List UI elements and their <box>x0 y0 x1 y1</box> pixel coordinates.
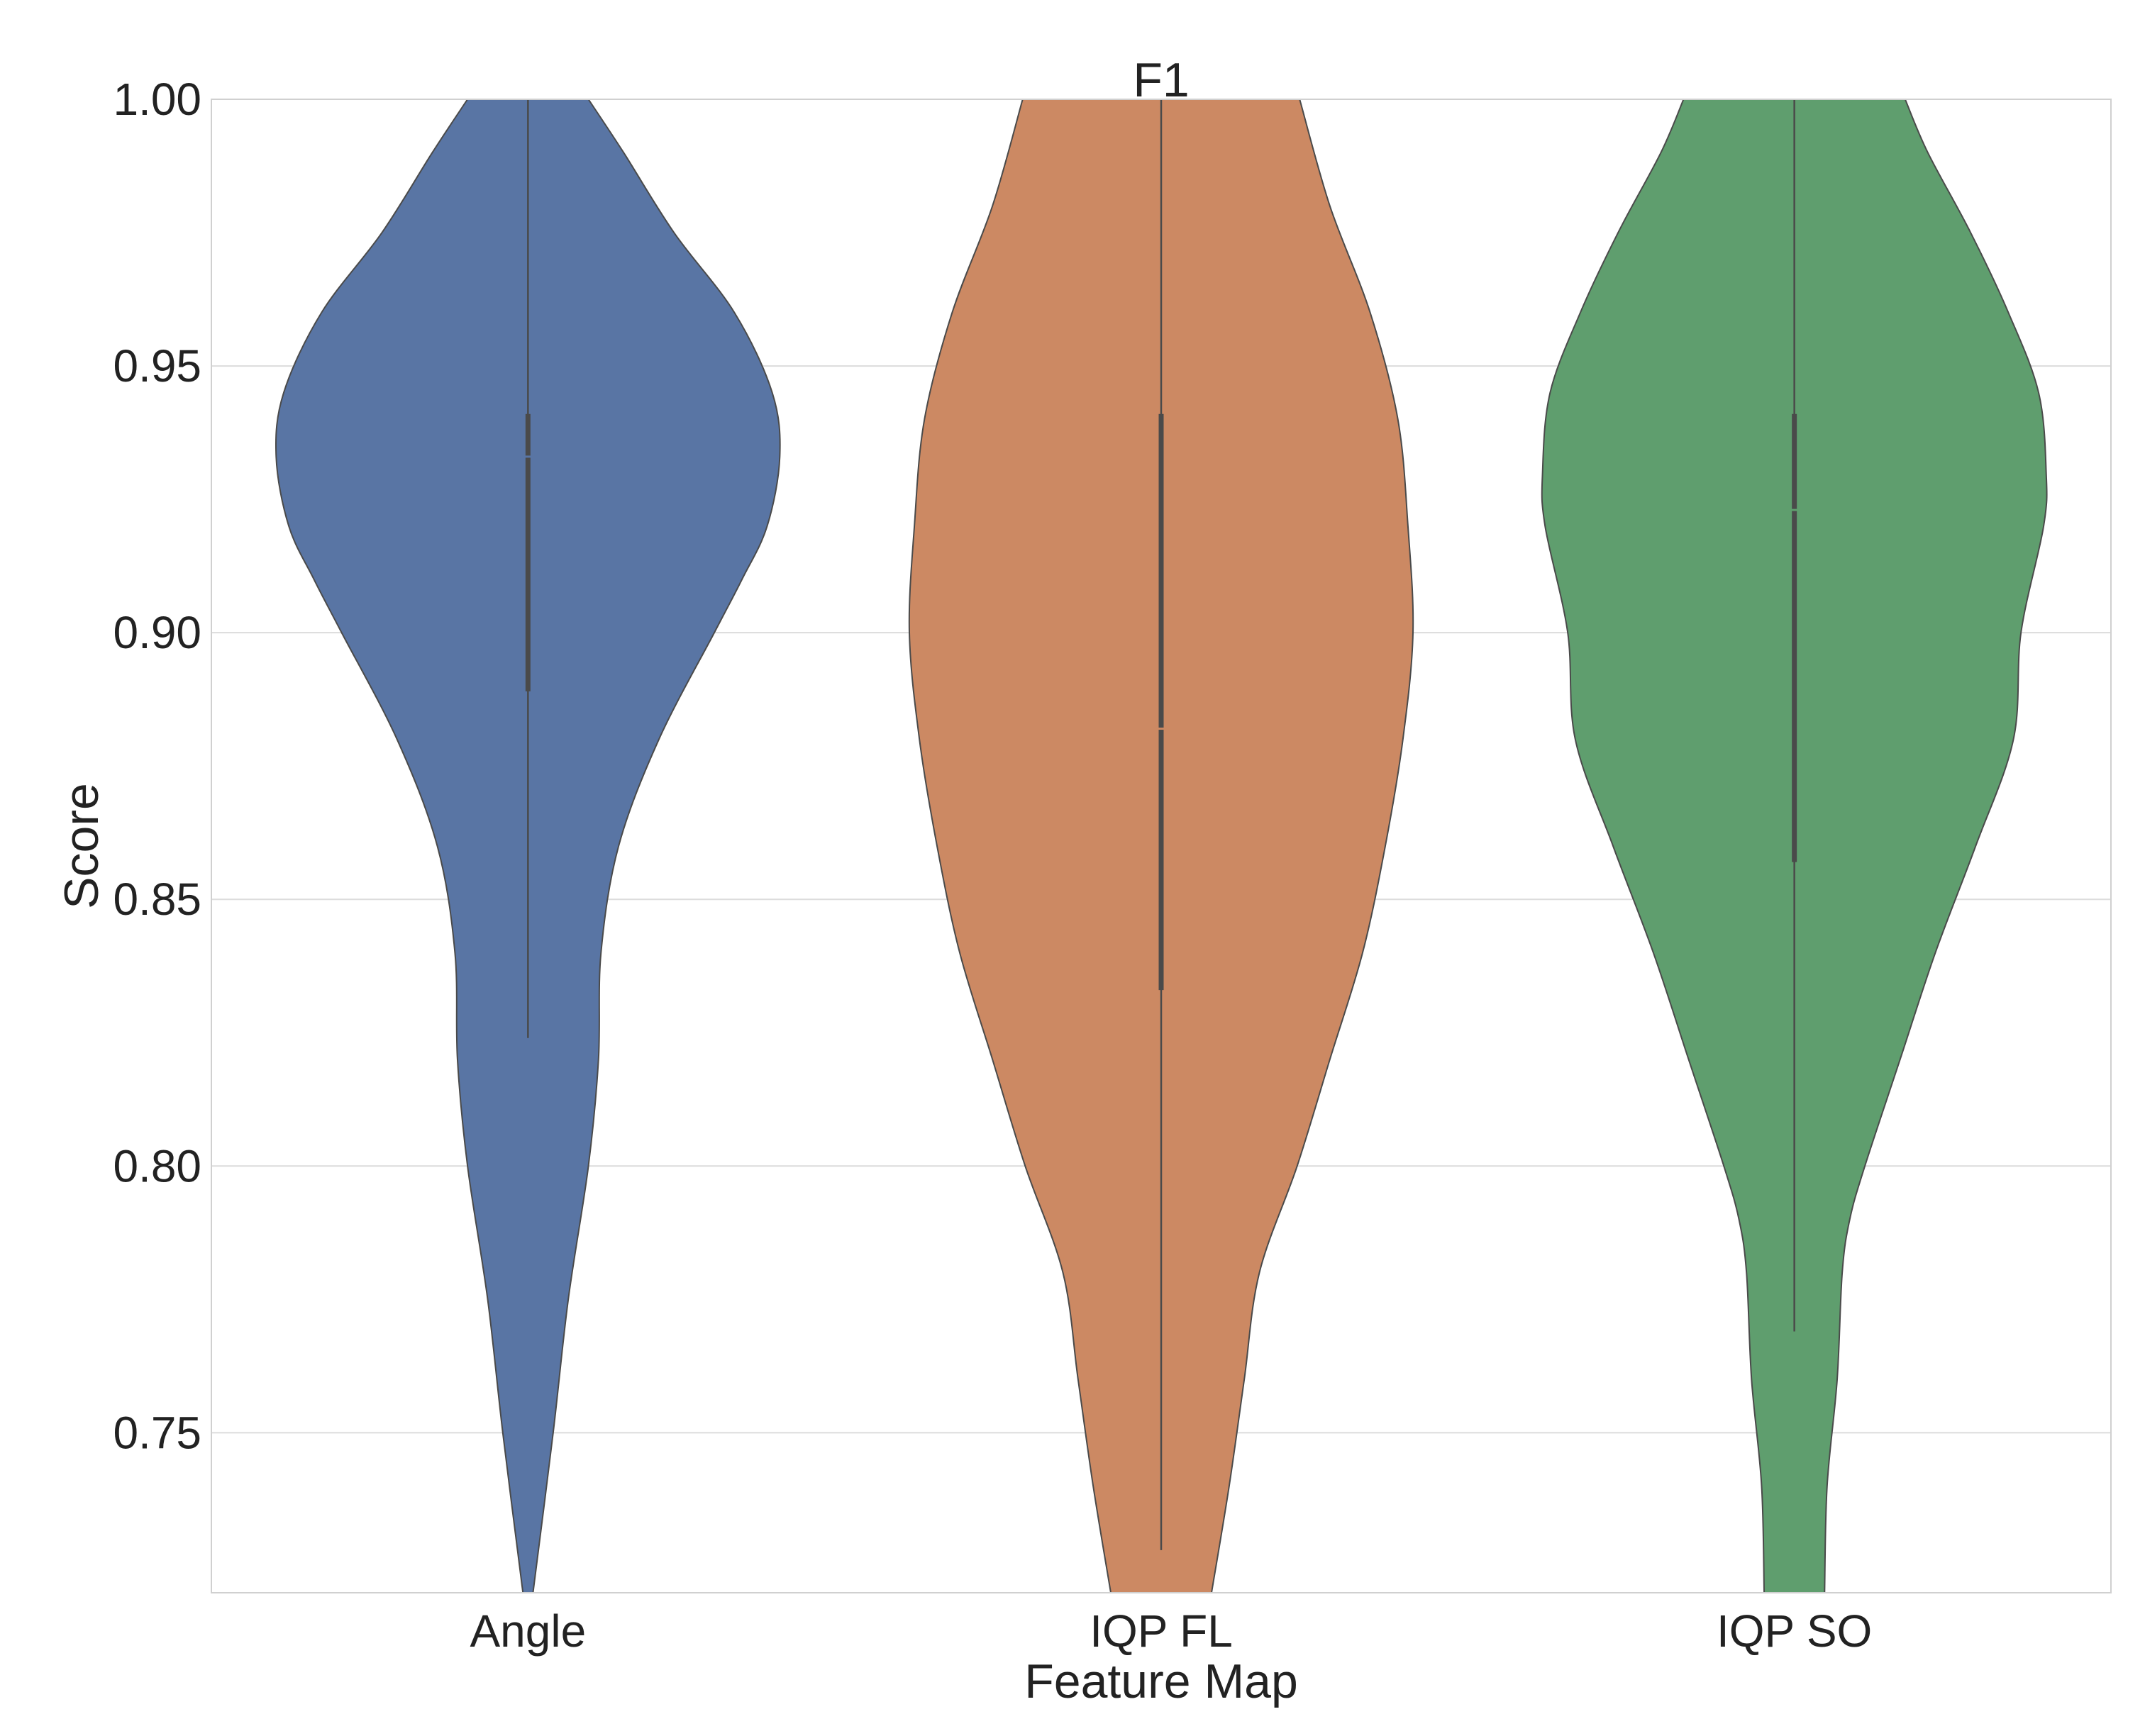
x-axis-title: Feature Map <box>1024 1654 1298 1708</box>
y-tick-label: 0.75 <box>113 1407 201 1458</box>
y-tick-label: 0.85 <box>113 874 201 925</box>
y-tick-label: 0.95 <box>113 340 201 391</box>
y-axis-title: Score <box>55 783 109 909</box>
y-tick-labels: 0.75 0.80 0.85 0.90 0.95 1.00 <box>113 74 201 1458</box>
violin-iqp-so <box>1541 99 2048 1593</box>
plot-frame <box>211 99 2112 1593</box>
x-tick-label: Angle <box>470 1606 586 1657</box>
y-tick-label: 0.80 <box>113 1140 201 1191</box>
violins <box>275 99 2048 1593</box>
y-tick-label: 0.90 <box>113 607 201 658</box>
violin-iqp-fl <box>908 99 1414 1593</box>
x-tick-label: IQP FL <box>1090 1606 1233 1657</box>
x-tick-label: IQP SO <box>1717 1606 1872 1657</box>
chart-title: F1 <box>1133 53 1189 107</box>
x-tick-labels: Angle IQP FL IQP SO <box>470 1606 1872 1657</box>
y-tick-label: 1.00 <box>113 74 201 125</box>
violin-angle <box>275 99 781 1593</box>
